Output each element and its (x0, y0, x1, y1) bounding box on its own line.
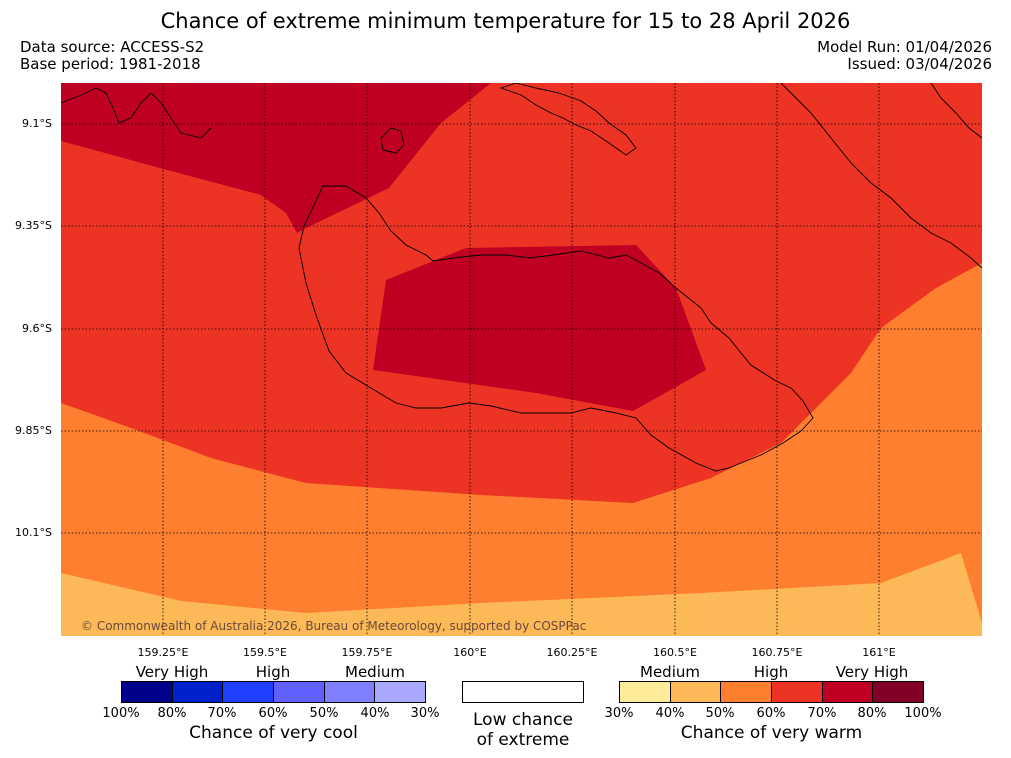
coastline-ne-coast (930, 83, 982, 139)
coastline-guadalcanal (298, 185, 814, 472)
warm-category-medium: Medium (640, 663, 700, 681)
warm-category-very-high: Very High (835, 663, 909, 681)
copyright-notice: © Commonwealth of Australia 2026, Bureau… (81, 619, 587, 633)
warm-pct: 30% (604, 706, 634, 721)
cool-pct: 30% (410, 706, 440, 721)
coastline-malaita (780, 83, 982, 269)
warm-pct: 100% (904, 706, 942, 721)
meta-right: Model Run: 01/04/2026 Issued: 03/04/2026 (817, 39, 992, 73)
map-canvas (61, 83, 982, 636)
graticule (61, 83, 982, 636)
lon-label: 159.75°E (341, 646, 393, 659)
forecast-map[interactable]: © Commonwealth of Australia 2026, Bureau… (61, 83, 982, 636)
lon-label: 159.5°E (243, 646, 287, 659)
lon-label: 160.5°E (653, 646, 697, 659)
warm-pct: 60% (756, 706, 786, 721)
band-70-80-central (373, 245, 706, 411)
lat-label: 9.85°S (15, 424, 52, 437)
lon-label: 160.25°E (546, 646, 598, 659)
cool-swatch (223, 682, 275, 702)
coastline-savo (380, 127, 405, 154)
warm-colorbar (619, 681, 924, 703)
low-chance-line2: of extreme (476, 730, 570, 750)
coastline-nggela (499, 83, 637, 156)
chart-title: Chance of extreme minimum temperature fo… (160, 9, 851, 33)
lat-label: 9.1°S (22, 117, 52, 130)
warm-swatch (721, 682, 773, 702)
cool-category-medium: Medium (345, 663, 405, 681)
warm-pct: 70% (807, 706, 837, 721)
issued-date: Issued: 03/04/2026 (847, 55, 992, 73)
warm-swatch (670, 682, 722, 702)
band-50-60 (61, 263, 982, 636)
cool-swatch (274, 682, 325, 702)
meta-left: Data source: ACCESS-S2 Base period: 1981… (20, 39, 204, 73)
cool-swatch (172, 682, 224, 702)
warm-swatch (772, 682, 823, 702)
cool-colorbar (121, 681, 426, 703)
warm-pct: 80% (857, 706, 887, 721)
cool-swatch (122, 682, 173, 702)
lon-label: 160.75°E (751, 646, 803, 659)
warm-category-high: High (753, 663, 789, 681)
coastlines (61, 83, 982, 472)
data-source: Data source: ACCESS-S2 (20, 38, 205, 56)
lat-label: 10.1°S (15, 526, 52, 539)
cool-pct: 40% (360, 706, 390, 721)
warm-swatch (620, 682, 671, 702)
cool-swatch (324, 682, 376, 702)
model-run: Model Run: 01/04/2026 (817, 38, 992, 56)
cool-category-high: High (255, 663, 291, 681)
low-chance-label: Low chance of extreme (462, 710, 584, 750)
low-chance-swatch (462, 681, 584, 703)
lat-label: 9.35°S (15, 219, 52, 232)
coastline-north-isles (61, 87, 212, 139)
band-40-50 (61, 553, 982, 636)
band-70-80-north (61, 83, 491, 233)
lon-label: 160°E (453, 646, 487, 659)
lat-label: 9.6°S (22, 322, 52, 335)
cool-legend-title: Chance of very cool (189, 723, 358, 743)
warm-swatch (873, 682, 924, 702)
warm-pct: 50% (705, 706, 735, 721)
base-period: Base period: 1981-2018 (20, 55, 201, 73)
lon-label: 159.25°E (137, 646, 189, 659)
cool-pct: 60% (258, 706, 288, 721)
cool-pct: 100% (102, 706, 140, 721)
cool-swatch (375, 682, 426, 702)
lon-label: 161°E (862, 646, 896, 659)
cool-pct: 50% (309, 706, 339, 721)
warm-pct: 40% (655, 706, 685, 721)
low-chance-line1: Low chance (473, 710, 573, 730)
cool-pct: 70% (207, 706, 237, 721)
warm-legend-title: Chance of very warm (680, 723, 863, 743)
cool-category-very-high: Very High (135, 663, 209, 681)
cool-pct: 80% (157, 706, 187, 721)
warm-swatch (822, 682, 874, 702)
